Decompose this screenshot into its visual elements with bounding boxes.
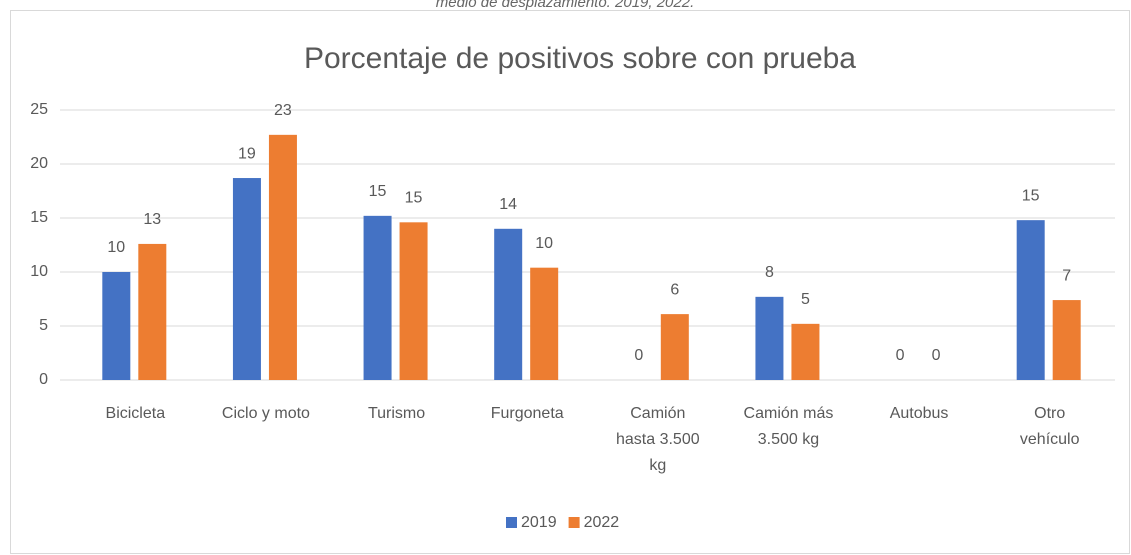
legend-swatch <box>568 517 580 528</box>
bar <box>232 178 261 380</box>
data-label: 10 <box>535 235 553 252</box>
data-label: 15 <box>1022 187 1040 204</box>
y-tick-label: 5 <box>39 317 48 334</box>
legend-label: 2019 <box>521 514 557 531</box>
chart-title: Porcentaje de positivos sobre con prueba <box>304 42 856 75</box>
data-label: 7 <box>1062 267 1071 284</box>
x-tick-label: Autobus <box>890 405 949 422</box>
y-tick-label: 15 <box>30 209 48 226</box>
data-label: 0 <box>932 347 941 364</box>
y-tick-label: 25 <box>30 101 48 118</box>
bar <box>660 314 689 380</box>
legend-swatch <box>506 517 517 528</box>
bar <box>268 134 297 380</box>
data-label: 14 <box>499 196 517 213</box>
y-tick-label: 20 <box>30 155 48 172</box>
data-label: 0 <box>634 347 643 364</box>
data-label: 6 <box>670 281 679 298</box>
x-tick-label: Turismo <box>368 405 425 422</box>
data-label: 0 <box>896 347 905 364</box>
data-label: 19 <box>238 145 256 162</box>
x-tick-label: Camión más 3.500 kg <box>744 405 834 448</box>
bar <box>399 222 428 380</box>
bar <box>755 296 784 380</box>
data-label: 23 <box>274 102 292 119</box>
x-tick-label: Otro vehículo <box>1020 405 1080 448</box>
data-label: 15 <box>405 190 423 207</box>
bar <box>138 243 167 380</box>
x-tick-label: Ciclo y moto <box>222 405 310 422</box>
y-tick-label: 0 <box>39 371 48 388</box>
legend-label: 2022 <box>584 514 620 531</box>
data-label: 8 <box>765 264 774 281</box>
bar <box>1052 300 1081 380</box>
x-tick-label: Furgoneta <box>491 405 564 422</box>
data-label: 15 <box>369 183 387 200</box>
x-tick-label: Camión hasta 3.500 kg <box>616 405 700 474</box>
data-label: 5 <box>801 291 810 308</box>
y-tick-label: 10 <box>30 263 48 280</box>
data-label: 10 <box>107 239 125 256</box>
chart-border <box>10 10 1130 554</box>
bar <box>791 323 820 380</box>
bar <box>530 267 559 380</box>
bar <box>1016 220 1045 380</box>
x-tick-label: Bicicleta <box>106 405 166 422</box>
bar <box>363 215 392 380</box>
bar <box>494 228 523 380</box>
caption: medio de desplazamiento. 2019, 2022. <box>436 0 695 11</box>
bar <box>102 272 131 380</box>
data-label: 13 <box>143 211 161 228</box>
